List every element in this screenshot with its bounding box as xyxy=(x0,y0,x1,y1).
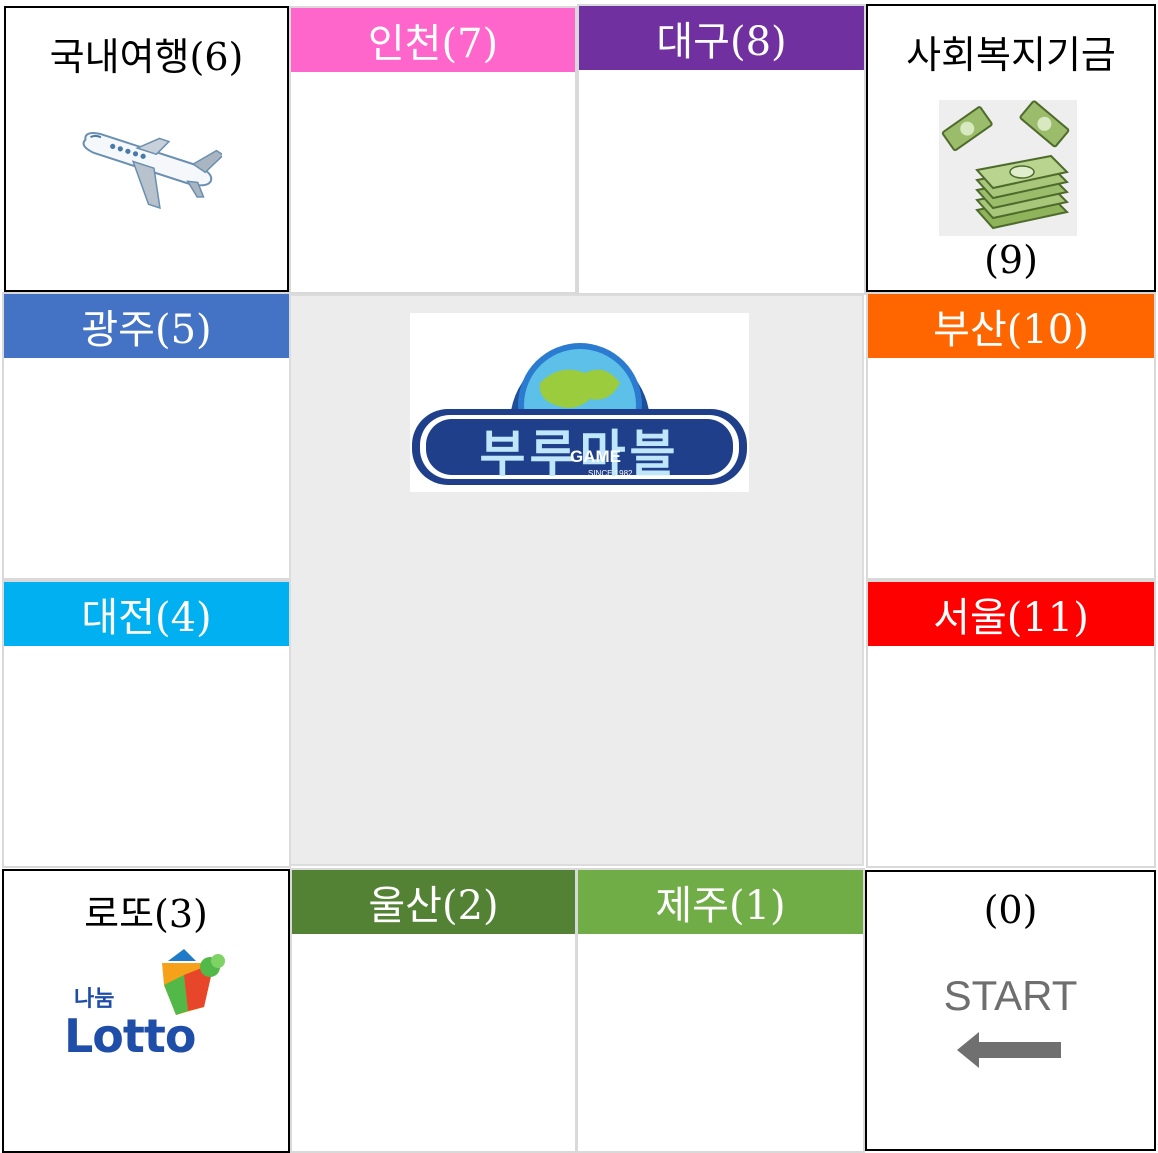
city-space-jeju[interactable]: 제주(1) xyxy=(576,868,865,1153)
corner-welfare-title: 사회복지기금 xyxy=(906,33,1116,77)
corner-lotto[interactable]: 로또(3) 나눔 Lotto xyxy=(2,869,290,1153)
city-label-seoul: 서울(11) xyxy=(868,582,1154,646)
money-stack-icon xyxy=(939,100,1077,236)
city-space-incheon[interactable]: 인천(7) xyxy=(289,6,577,294)
city-label-jeju: 제주(1) xyxy=(578,870,863,934)
lotto-logo xyxy=(162,949,225,1015)
lotto-logo-small: 나눔 xyxy=(74,987,115,1012)
lotto-logo-big: Lotto xyxy=(64,1009,196,1063)
city-space-gwangju[interactable]: 광주(5) xyxy=(2,292,291,580)
corner-welfare-fund[interactable]: 사회복지기금 (9) xyxy=(866,4,1156,292)
corner-start[interactable]: (0) START xyxy=(865,870,1156,1151)
city-label-gwangju: 광주(5) xyxy=(4,294,289,358)
city-label-incheon: 인천(7) xyxy=(291,8,575,72)
city-label-ulsan: 울산(2) xyxy=(292,870,575,934)
city-label-busan: 부산(10) xyxy=(868,294,1154,358)
corner-domestic-travel[interactable]: 국내여행(6) xyxy=(4,6,289,292)
city-space-daejeon[interactable]: 대전(4) xyxy=(2,580,291,868)
corner-start-number: (0) xyxy=(983,888,1038,932)
city-label-daegu: 대구(8) xyxy=(579,6,864,70)
game-logo-since: SINCE 1982 xyxy=(588,469,633,478)
game-logo-title: 부루마블 xyxy=(479,425,680,483)
corner-welfare-number: (9) xyxy=(984,238,1038,282)
city-label-daejeon: 대전(4) xyxy=(4,582,289,646)
globe-logo-graphic xyxy=(412,343,747,485)
city-space-daegu[interactable]: 대구(8) xyxy=(577,4,866,295)
city-space-busan[interactable]: 부산(10) xyxy=(866,292,1156,580)
left-arrow-icon xyxy=(957,1032,1061,1068)
game-logo-sub: GAME xyxy=(570,447,621,466)
airplane-icon xyxy=(82,132,222,210)
game-logo: 부루마블 GAME SINCE 1982 xyxy=(410,313,749,492)
corner-travel-title: 국내여행(6) xyxy=(49,35,244,79)
start-label: START xyxy=(943,972,1078,1019)
corner-lotto-title: 로또(3) xyxy=(84,892,208,936)
city-space-ulsan[interactable]: 울산(2) xyxy=(290,868,577,1153)
city-space-seoul[interactable]: 서울(11) xyxy=(866,580,1156,868)
